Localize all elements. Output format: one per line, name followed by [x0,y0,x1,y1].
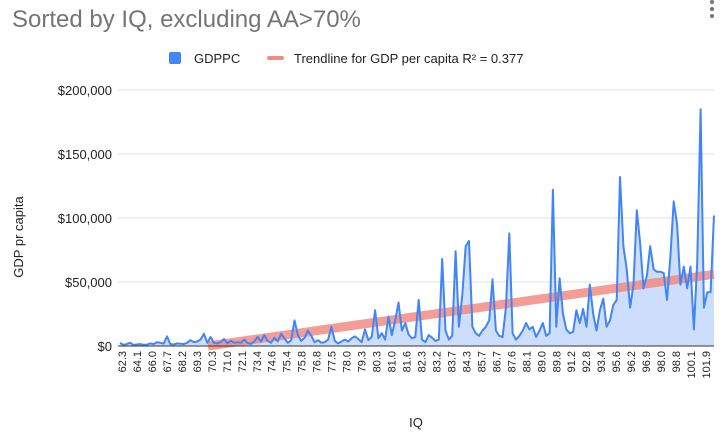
x-tick-label: 88.1 [521,351,533,372]
x-tick-label: 76.8 [312,351,324,372]
x-tick-label: 71.0 [222,351,234,372]
more-options-icon[interactable] [706,0,718,20]
x-tick-label: 66.0 [147,351,159,372]
y-tick-label: $200,000 [58,83,112,98]
x-tick-label: 91.2 [566,351,578,372]
y-tick-label: $0 [98,339,112,354]
x-tick-label: 96.2 [626,351,638,372]
legend-swatch-gdppc [169,52,181,64]
x-tick-label: 73.4 [252,351,264,372]
gridlines [118,89,714,283]
x-tick-label: 100.1 [686,351,698,379]
x-tick-label: 78.0 [342,351,354,372]
x-tick-label: 95.6 [611,351,623,372]
x-tick-label: 62.3 [117,351,129,372]
x-tick-label: 72.1 [237,351,249,372]
x-tick-label: 83.7 [446,351,458,372]
x-tick-label: 79.3 [357,351,369,372]
x-tick-label: 81.6 [402,351,414,372]
x-tick-label: 83.2 [432,351,444,372]
legend: GDPPC Trendline for GDP per capita R² = … [169,51,523,66]
y-tick-label: $50,000 [65,275,112,290]
x-tick-label: 80.3 [372,351,384,372]
x-tick-label: 69.3 [192,351,204,372]
x-tick-label: 74.6 [267,351,279,372]
legend-label-gdppc: GDPPC [194,51,240,66]
x-tick-label: 77.5 [327,351,339,372]
x-tick-label: 68.2 [177,351,189,372]
x-tick-label: 75.8 [297,351,309,372]
x-tick-label: 92.8 [581,351,593,372]
x-tick-label: 101.9 [701,351,713,379]
gdppc-area [120,109,714,346]
x-tick-label: 84.3 [461,351,473,372]
gdppc-line [119,108,715,346]
y-axis-ticks: $0 $50,000 $100,000 $150,000 $200,000 [58,83,112,354]
y-tick-label: $100,000 [58,211,112,226]
chart-title: Sorted by IQ, excluding AA>70% [12,6,361,33]
x-tick-label: 67.7 [162,351,174,372]
x-tick-label: 86.7 [491,351,503,372]
x-tick-label: 98.0 [656,351,668,372]
x-tick-label: 93.4 [596,351,608,372]
legend-label-trendline: Trendline for GDP per capita R² = 0.377 [294,51,523,66]
x-tick-label: 85.7 [476,351,488,372]
y-tick-label: $150,000 [58,147,112,162]
y-axis-title: GDP pr capita [11,196,26,278]
x-tick-label: 75.4 [282,351,294,372]
legend-swatch-trendline [267,56,284,60]
x-tick-label: 89.8 [551,351,563,372]
x-axis-ticks: 62.3 64.1 66.0 67.7 68.2 69.3 70.3 71.0 72.1 73.4… [117,351,713,379]
x-tick-label: 98.8 [671,351,683,372]
x-tick-label: 70.3 [207,351,219,372]
x-tick-label: 87.6 [506,351,518,372]
x-tick-label: 82.3 [417,351,429,372]
x-tick-label: 89.0 [536,351,548,372]
x-tick-label: 96.9 [641,351,653,372]
x-axis-title: IQ [409,415,423,430]
x-tick-label: 64.1 [132,351,144,372]
x-tick-label: 81.0 [387,351,399,372]
